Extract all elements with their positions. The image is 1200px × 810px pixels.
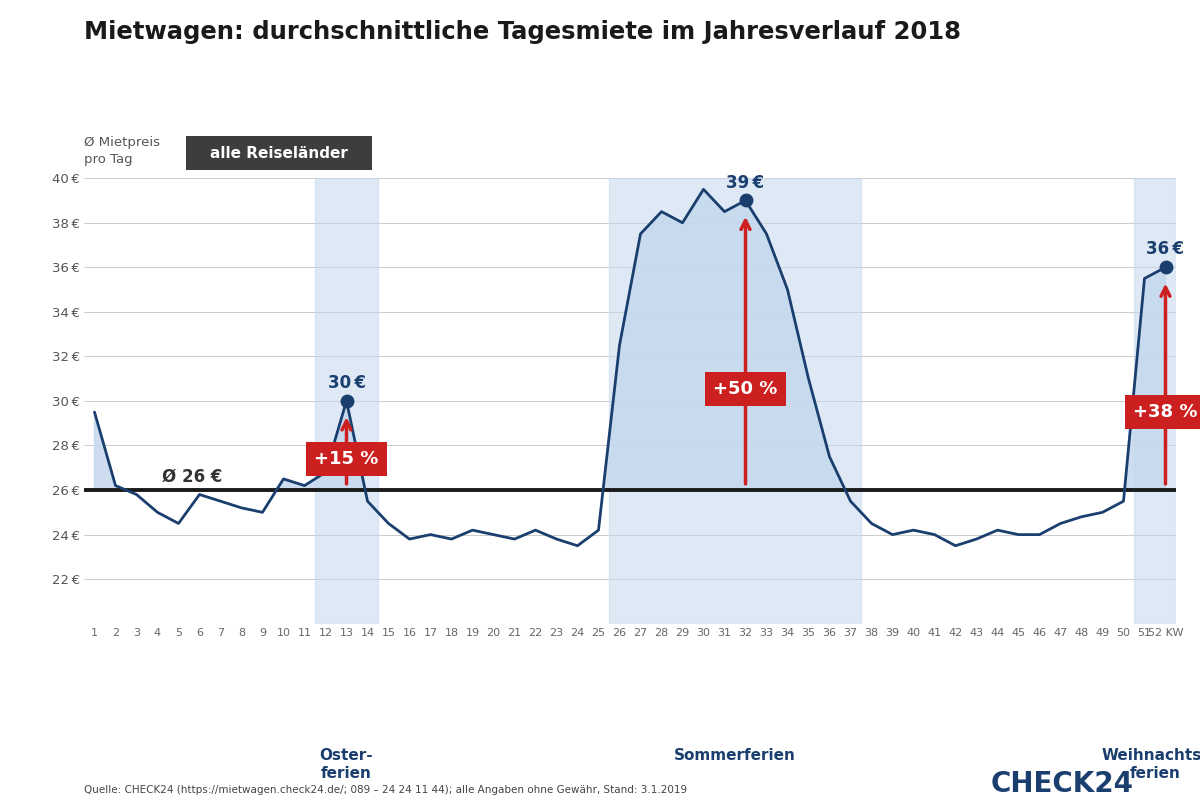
Bar [1134, 178, 1176, 624]
Text: Ø Mietpreis
pro Tag: Ø Mietpreis pro Tag [84, 136, 160, 166]
Text: Quelle: CHECK24 (https://mietwagen.check24.de/; 089 – 24 24 11 44); alle Angaben: Quelle: CHECK24 (https://mietwagen.check… [84, 786, 688, 795]
Text: Mietwagen: durchschnittliche Tagesmiete im Jahresverlauf 2018: Mietwagen: durchschnittliche Tagesmiete … [84, 20, 961, 45]
Text: Oster-
ferien: Oster- ferien [319, 748, 373, 781]
Text: CHECK24: CHECK24 [991, 770, 1134, 798]
Text: alle Reiseländer: alle Reiseländer [210, 146, 348, 160]
Text: Weihnachts-
ferien: Weihnachts- ferien [1102, 748, 1200, 781]
Bar [314, 178, 378, 624]
Text: Ø 26 €: Ø 26 € [162, 467, 222, 485]
Text: 39 €: 39 € [726, 173, 764, 191]
Text: +15 %: +15 % [314, 450, 379, 468]
Text: Sommerferien: Sommerferien [674, 748, 796, 764]
Text: 30 €: 30 € [328, 374, 366, 392]
Bar [610, 178, 862, 624]
Text: +50 %: +50 % [713, 380, 778, 398]
Text: 36 €: 36 € [1146, 241, 1184, 258]
Text: +38 %: +38 % [1133, 403, 1198, 421]
